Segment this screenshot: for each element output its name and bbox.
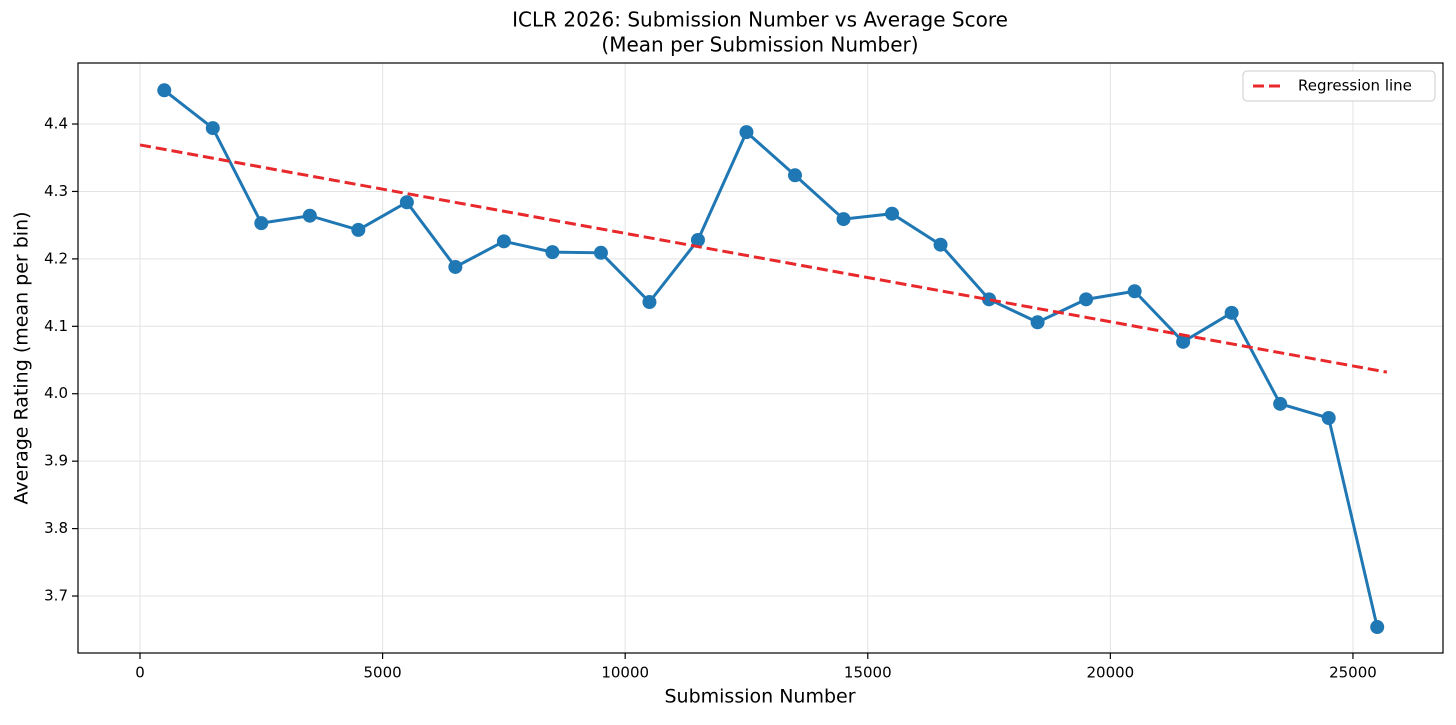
y-tick-label: 3.9: [44, 452, 68, 470]
y-tick-label: 4.3: [44, 182, 68, 200]
x-axis-label: Submission Number: [664, 686, 855, 708]
data-point: [496, 234, 511, 249]
x-tick-label: 10000: [601, 664, 649, 682]
data-point: [1176, 334, 1191, 349]
x-tick-label: 20000: [1087, 664, 1135, 682]
data-point: [690, 233, 705, 247]
regression-line: [139, 143, 1388, 374]
data-point: [448, 259, 463, 274]
data-line: [163, 89, 1379, 628]
data-point: [545, 245, 560, 260]
x-tick-label: 0: [135, 664, 145, 682]
data-point: [1370, 620, 1385, 635]
data-point: [157, 83, 172, 98]
data-point: [982, 292, 997, 307]
data-point: [642, 295, 657, 310]
y-tick-label: 4.1: [44, 317, 68, 335]
data-point: [1224, 305, 1239, 320]
y-tick-label: 4.0: [44, 384, 68, 402]
data-point: [1127, 284, 1142, 299]
data-point: [399, 195, 414, 210]
data-point: [302, 208, 317, 223]
data-point: [593, 245, 608, 260]
data-point: [836, 212, 851, 227]
x-tick-label: 15000: [844, 664, 892, 682]
data-point: [933, 237, 948, 252]
y-tick-label: 4.4: [44, 115, 68, 133]
y-tick-label: 3.8: [44, 519, 68, 537]
x-tick-label: 5000: [364, 664, 402, 682]
data-point: [254, 216, 269, 231]
data-point: [885, 206, 900, 221]
x-tick-label: 25000: [1329, 664, 1377, 682]
data-point: [1321, 411, 1336, 426]
data-point: [739, 125, 754, 140]
y-tick-label: 3.7: [44, 587, 68, 605]
data-point: [1079, 292, 1094, 307]
plot-frame: [77, 62, 1444, 654]
legend-label: Regression line: [1298, 77, 1412, 95]
y-tick-label: 4.2: [44, 249, 68, 267]
data-point: [351, 222, 366, 237]
data-point: [1273, 396, 1288, 411]
data-point: [1030, 315, 1045, 330]
y-axis-label: Average Rating (mean per bin): [11, 211, 33, 504]
data-point: [787, 168, 802, 183]
chart-title: ICLR 2026: Submission Number vs Average …: [512, 8, 1008, 32]
legend-box: [1242, 70, 1436, 102]
chart-subtitle: (Mean per Submission Number): [601, 33, 918, 57]
data-point: [205, 121, 220, 136]
